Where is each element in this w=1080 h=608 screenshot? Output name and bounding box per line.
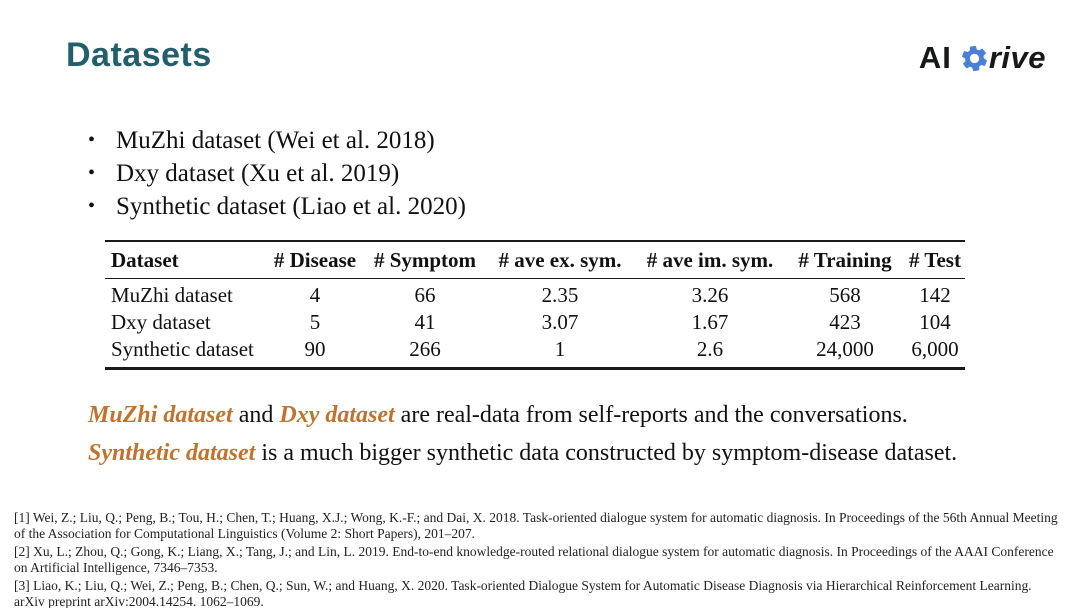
- page-title: Datasets: [66, 36, 212, 74]
- dataset-stats-table: Dataset # Disease # Symptom # ave ex. sy…: [105, 240, 965, 370]
- table-header-cell: Dataset: [111, 248, 179, 272]
- table-header-cell: # Disease: [273, 248, 357, 272]
- note-emphasis: Synthetic dataset: [88, 440, 256, 466]
- references: [1] Wei, Z.; Liu, Q.; Peng, B.; Tou, H.;…: [14, 510, 1058, 608]
- ai-drive-logo: AI rive: [919, 40, 1046, 76]
- table-cell: 1: [554, 337, 566, 361]
- table-cell: 568: [829, 283, 861, 307]
- note-text: are real-data from self-reports and the …: [394, 402, 908, 428]
- bullet-icon: •: [88, 129, 96, 151]
- table-cell: 66: [414, 283, 436, 307]
- table-cell: 5: [309, 310, 321, 334]
- logo-text-rive: rive: [988, 40, 1046, 75]
- table-cell: MuZhi dataset: [111, 283, 233, 307]
- bullet-icon: •: [88, 162, 96, 184]
- table-cell: 142: [919, 283, 951, 307]
- table-header-row: Dataset # Disease # Symptom # ave ex. sy…: [105, 241, 965, 279]
- table-cell: 90: [304, 337, 326, 361]
- table-cell: Synthetic dataset: [111, 337, 254, 361]
- reference-item: [2] Xu, L.; Zhou, Q.; Gong, K.; Liang, X…: [14, 544, 1054, 575]
- bullet-label: Dxy dataset (Xu et al. 2019): [116, 160, 400, 187]
- list-item: • Synthetic dataset (Liao et al. 2020): [88, 190, 466, 223]
- bullet-label: Synthetic dataset (Liao et al. 2020): [116, 193, 466, 220]
- gear-icon: [957, 40, 992, 75]
- table-cell: 6,000: [911, 337, 959, 361]
- dataset-bullet-list: • MuZhi dataset (Wei et al. 2018) • Dxy …: [88, 124, 466, 223]
- table-cell: 423: [829, 310, 861, 334]
- table-header-cell: # Test: [909, 248, 961, 272]
- table-cell: 104: [919, 310, 951, 334]
- note-emphasis: MuZhi dataset: [88, 402, 233, 428]
- table-header-cell: # Symptom: [373, 248, 477, 272]
- highlight-notes: MuZhi dataset and Dxy dataset are real-d…: [88, 396, 957, 472]
- note-line: Synthetic dataset is a much bigger synth…: [88, 434, 957, 472]
- table-cell: 1.67: [691, 310, 729, 334]
- note-emphasis: Dxy dataset: [279, 402, 395, 428]
- table-cell: 41: [414, 310, 436, 334]
- table-cell: 2.35: [541, 283, 579, 307]
- note-text: and: [232, 402, 280, 428]
- reference-item: [3] Liao, K.; Liu, Q.; Wei, Z.; Peng, B.…: [14, 578, 1032, 608]
- table-cell: 3.26: [691, 283, 729, 307]
- note-line: MuZhi dataset and Dxy dataset are real-d…: [88, 396, 957, 434]
- table-cell: Dxy dataset: [111, 310, 211, 334]
- bullet-label: MuZhi dataset (Wei et al. 2018): [116, 127, 435, 154]
- note-text: is a much bigger synthetic data construc…: [255, 440, 958, 466]
- table-row: MuZhi dataset 4 66 2.35 3.26 568 142: [105, 279, 965, 310]
- table-row: Synthetic dataset 90 266 1 2.6 24,000 6,…: [105, 336, 965, 369]
- list-item: • MuZhi dataset (Wei et al. 2018): [88, 124, 466, 157]
- table-cell: 24,000: [816, 337, 874, 361]
- list-item: • Dxy dataset (Xu et al. 2019): [88, 157, 466, 190]
- reference-item: [1] Wei, Z.; Liu, Q.; Peng, B.; Tou, H.;…: [14, 510, 1058, 541]
- table-header-cell: # ave im. sym.: [646, 248, 774, 272]
- table-cell: 4: [309, 283, 321, 307]
- bullet-icon: •: [88, 195, 96, 217]
- table-header-cell: # ave ex. sym.: [498, 248, 622, 272]
- table-cell: 3.07: [541, 310, 579, 334]
- logo-text-ai: AI: [918, 40, 952, 75]
- table-header-cell: # Training: [798, 248, 892, 272]
- table-cell: 2.6: [696, 337, 724, 361]
- table-row: Dxy dataset 5 41 3.07 1.67 423 104: [105, 309, 965, 336]
- table-cell: 266: [409, 337, 441, 361]
